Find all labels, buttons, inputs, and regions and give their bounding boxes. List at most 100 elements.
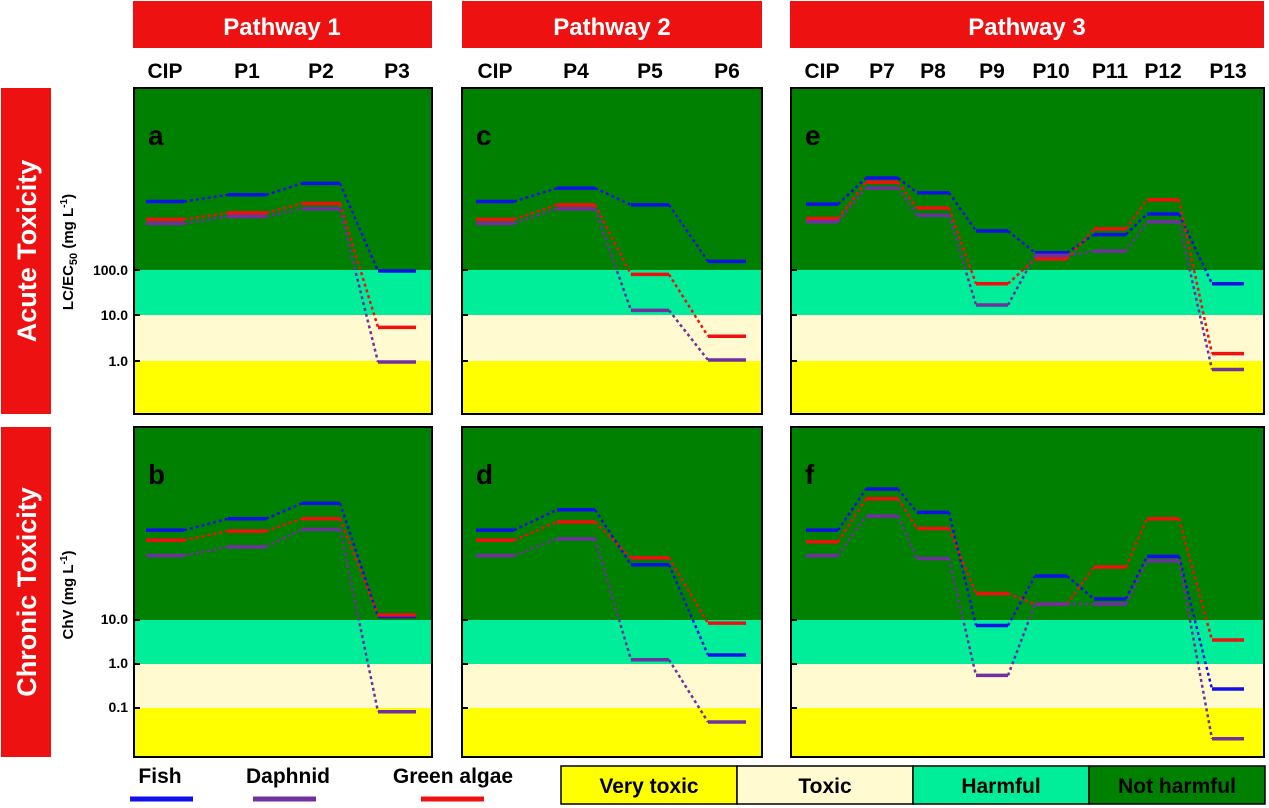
panels: a CIP P1 P2 P3 b c CIP P4 P5 P6 d e CIP P7 P8 P9 P10 P11 P1… — [133, 60, 1265, 758]
legend-very-toxic-label: Very toxic — [599, 775, 699, 798]
legend-toxic-box — [736, 765, 914, 805]
series-daphnid — [806, 186, 1244, 372]
panel-letter: c — [476, 120, 492, 151]
connector-line — [1124, 221, 1149, 252]
connector-line — [947, 191, 978, 232]
series-daphnid — [476, 207, 746, 362]
pathway-3-header: Pathway 3 — [968, 14, 1085, 41]
panel-d: d — [461, 426, 763, 758]
panel-frame — [461, 87, 763, 415]
connector-line — [265, 182, 303, 196]
category-label: P9 — [979, 60, 1005, 83]
legend-not-harmful-label: Not harmful — [1118, 775, 1236, 798]
category-label: P6 — [714, 60, 740, 83]
connector-line — [1124, 555, 1149, 600]
panel-c: c — [461, 87, 763, 415]
connector-line — [594, 520, 632, 559]
pathway-2-header-bg — [462, 1, 762, 48]
connector-line — [265, 202, 303, 215]
connector-line — [947, 207, 978, 285]
connector-line — [1066, 228, 1095, 260]
category-label: P13 — [1209, 60, 1246, 83]
connector-line — [897, 488, 918, 514]
chronic-row-header-bg — [1, 427, 51, 757]
series-green-algae — [146, 201, 416, 330]
category-label: CIP — [147, 60, 182, 83]
band-toxic — [462, 315, 762, 361]
legend-fish-label: Fish — [138, 765, 181, 788]
band-harmful — [462, 270, 762, 315]
panel-letter: d — [476, 459, 493, 490]
category-label: P12 — [1144, 60, 1181, 83]
legend-very-toxic-box — [560, 765, 738, 805]
category-label: P11 — [1092, 60, 1129, 83]
panel-letter: e — [805, 120, 821, 151]
connector-line — [667, 557, 710, 624]
panel-frame — [133, 426, 433, 758]
band-very-toxic — [462, 708, 762, 757]
connector-line — [668, 309, 709, 361]
series-fish — [806, 176, 1244, 286]
connector-line — [836, 498, 868, 543]
acute-tick-label: 1.0 — [109, 353, 129, 369]
legend-toxic-label: Toxic — [798, 775, 852, 798]
category-label: P10 — [1032, 60, 1069, 83]
connector-line — [837, 181, 867, 220]
panel-letter: f — [805, 459, 815, 490]
connector-line — [513, 508, 558, 532]
panel-letter: a — [148, 120, 164, 151]
series-fish — [806, 487, 1244, 691]
series-fish — [476, 508, 746, 657]
connector-line — [947, 558, 978, 676]
category-label: P2 — [308, 60, 334, 83]
connector-line — [594, 186, 632, 207]
connector-line — [1177, 199, 1214, 354]
pathway-headers: Pathway 1 Pathway 2 Pathway 3 — [133, 1, 1264, 48]
panel-frame — [790, 426, 1265, 758]
connector-line — [667, 564, 710, 656]
panel-a: a — [133, 87, 433, 415]
series-green-algae — [476, 520, 746, 625]
band-harmful — [791, 620, 1264, 664]
connector-line — [896, 515, 919, 560]
connector-line — [265, 528, 303, 548]
connector-line — [667, 659, 710, 723]
category-label: P7 — [869, 60, 895, 83]
connector-line — [1177, 560, 1214, 739]
acute-tick-label: 100.0 — [93, 262, 128, 278]
connector-line — [338, 518, 380, 616]
chronic-y-axis-label: ChV (mg L-1) — [59, 551, 77, 640]
connector-line — [513, 186, 558, 203]
series-daphnid — [476, 537, 746, 724]
connector-line — [338, 182, 380, 272]
connector-line — [1177, 518, 1214, 641]
connector-line — [1065, 566, 1096, 605]
category-label: CIP — [804, 60, 839, 83]
pathway-1-header: Pathway 1 — [223, 14, 340, 41]
legend-daphnid-label: Daphnid — [246, 765, 330, 788]
panel-letter: b — [148, 459, 165, 490]
connector-line — [837, 187, 867, 223]
connector-line — [183, 545, 229, 557]
connector-line — [593, 509, 633, 566]
chronic-row-header: Chronic Toxicity — [12, 487, 42, 697]
connector-line — [1124, 518, 1149, 568]
band-toxic — [462, 664, 762, 708]
band-harmful — [134, 620, 432, 664]
connector-line — [836, 488, 868, 531]
connector-line — [183, 529, 229, 542]
series-green-algae — [476, 203, 746, 338]
band-very-toxic — [791, 708, 1264, 757]
series-fish — [146, 181, 416, 273]
panel-frame — [790, 87, 1265, 415]
connector-line — [667, 273, 710, 337]
panel-frame — [133, 87, 433, 415]
band-toxic — [134, 315, 432, 361]
connector-line — [1177, 556, 1214, 690]
connector-line — [338, 529, 380, 713]
connector-line — [947, 214, 978, 306]
acute-row-header-bg — [1, 88, 51, 414]
species-legend: Fish Daphnid Green algae — [130, 765, 513, 802]
band-not-harmful — [134, 88, 432, 270]
